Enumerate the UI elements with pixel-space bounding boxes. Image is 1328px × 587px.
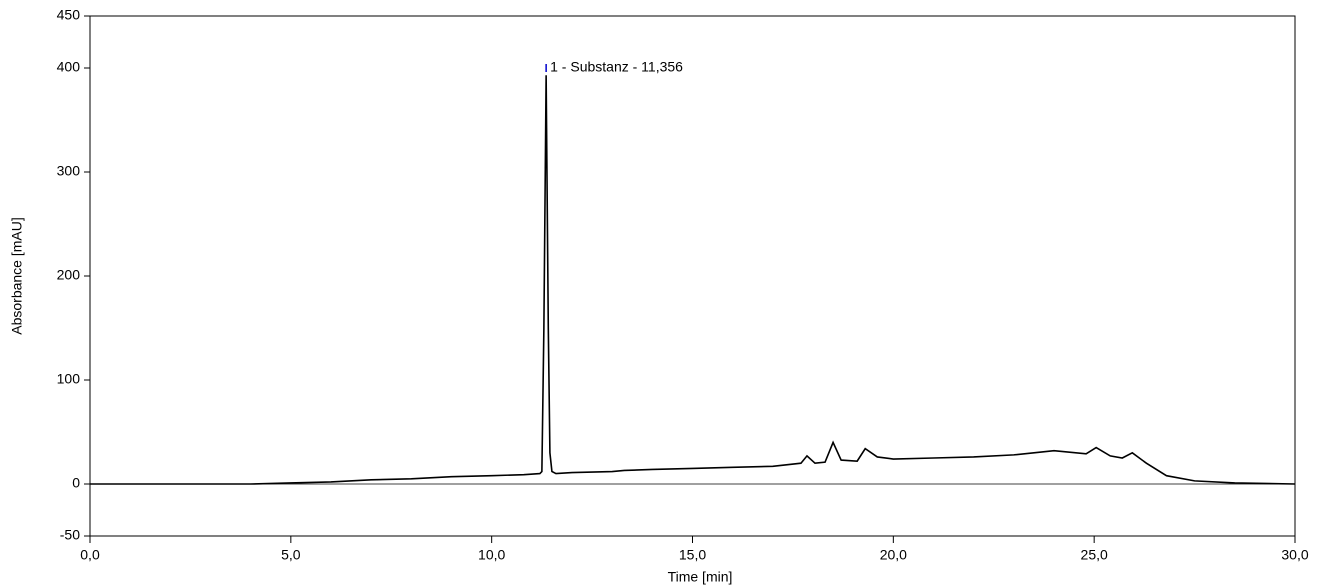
x-tick-label: 20,0 [880, 547, 907, 563]
x-tick-label: 10,0 [478, 547, 505, 563]
x-tick-label: 0,0 [80, 547, 100, 563]
x-tick-label: 30,0 [1281, 547, 1308, 563]
x-tick-label: 25,0 [1081, 547, 1108, 563]
y-axis-label: Absorbance [mAU] [9, 217, 25, 335]
y-tick-label: 0 [72, 475, 80, 491]
y-tick-label: 300 [57, 163, 81, 179]
x-tick-label: 5,0 [281, 547, 301, 563]
y-tick-label: -50 [60, 527, 80, 543]
y-tick-label: 450 [57, 7, 81, 23]
annotation: 1 - Substanz - 11,356 [550, 59, 683, 75]
x-axis-label: Time [min] [668, 569, 733, 585]
plot-frame [89, 15, 1296, 537]
y-tick-label: 100 [57, 371, 81, 387]
y-tick-label: 200 [57, 267, 81, 283]
chromatogram-line [90, 75, 1296, 485]
y-tick-label: 400 [57, 59, 81, 75]
x-tick-label: 15,0 [679, 547, 706, 563]
